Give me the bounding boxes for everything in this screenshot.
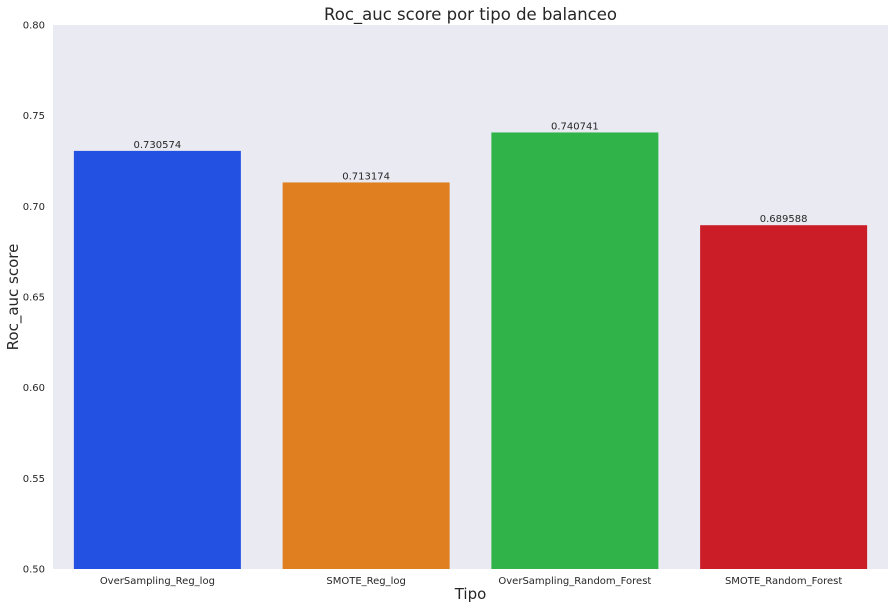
x-tick-label: SMOTE_Random_Forest bbox=[725, 576, 842, 587]
bar-value-label: 0.740741 bbox=[551, 121, 599, 132]
y-axis: 0.50 0.55 0.60 0.65 0.70 0.75 0.80 bbox=[23, 21, 45, 576]
y-tick-label: 0.55 bbox=[23, 474, 45, 485]
bar bbox=[700, 225, 868, 570]
bar-value-label: 0.713174 bbox=[342, 171, 390, 182]
bar-value-label: 0.730574 bbox=[134, 140, 182, 151]
bars-group bbox=[73, 132, 868, 570]
data-labels-group: 0.730574 0.713174 0.740741 0.689588 bbox=[134, 121, 808, 225]
y-tick-label: 0.50 bbox=[23, 565, 45, 576]
bar bbox=[491, 132, 659, 570]
y-tick-label: 0.80 bbox=[23, 21, 45, 32]
x-tick-label: OverSampling_Reg_log bbox=[100, 576, 215, 587]
y-axis-title: Roc_auc score bbox=[4, 244, 23, 351]
bar bbox=[282, 182, 450, 570]
x-axis: OverSampling_Reg_log SMOTE_Reg_log OverSam… bbox=[100, 576, 843, 587]
x-tick-label: OverSampling_Random_Forest bbox=[498, 576, 651, 587]
bar-value-label: 0.689588 bbox=[760, 214, 808, 225]
y-tick-label: 0.65 bbox=[23, 293, 45, 304]
y-tick-label: 0.75 bbox=[23, 111, 45, 122]
y-tick-label: 0.70 bbox=[23, 202, 45, 213]
x-axis-title: Tipo bbox=[454, 585, 487, 603]
x-tick-label: SMOTE_Reg_log bbox=[326, 576, 406, 587]
y-tick-label: 0.60 bbox=[23, 383, 45, 394]
bar bbox=[73, 150, 241, 569]
chart-title: Roc_auc score por tipo de balanceo bbox=[324, 5, 617, 25]
